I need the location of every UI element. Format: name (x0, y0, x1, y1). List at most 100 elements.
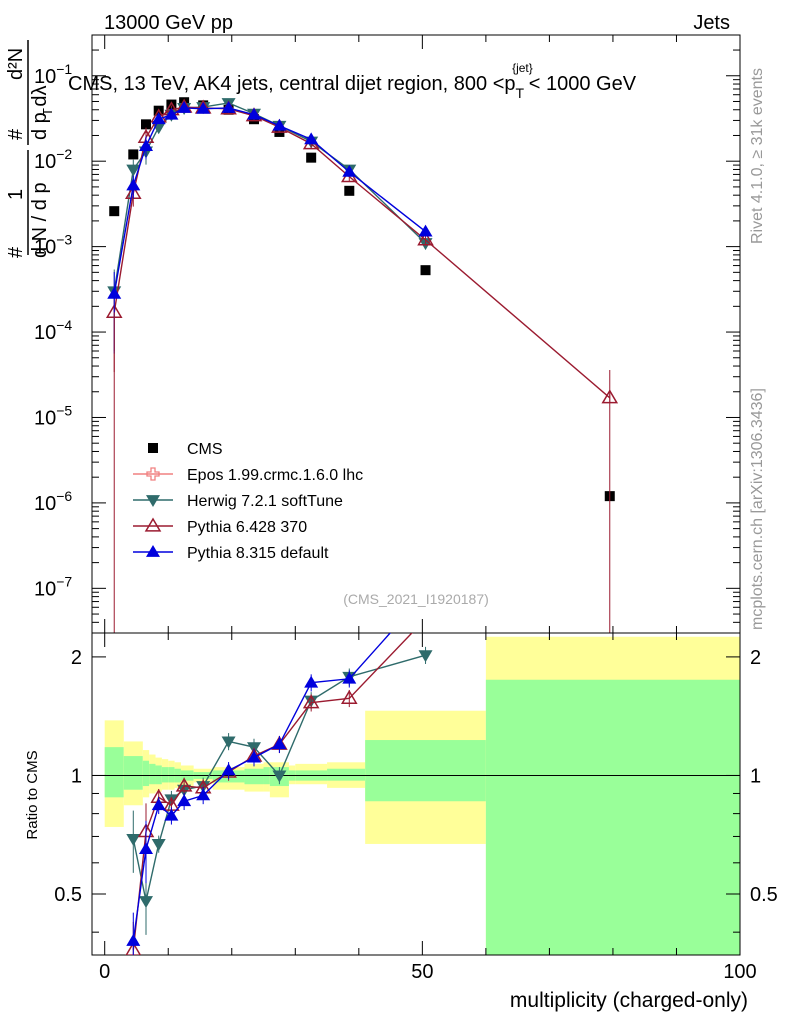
pythia-8-315-default-point (342, 164, 357, 177)
cms-point (109, 206, 120, 217)
pythia-8-315-default-ratio-point (164, 808, 179, 821)
pythia-8-315-default-point (107, 286, 122, 299)
main-ytick-label: 10−4 (34, 317, 72, 344)
pythia-8-315-default-point (221, 100, 236, 113)
pythia-8-315-default-point (196, 101, 211, 114)
pythia-8-315-default-ratio-point (139, 842, 153, 855)
ratio-band-green (244, 768, 264, 785)
herwig-7-2-1-softtune-ratio-point (151, 839, 166, 851)
main-ylabel-d2n: d²N (5, 48, 27, 80)
cms-point (306, 152, 317, 163)
legend-marker-pythia-8-315-default (146, 545, 160, 557)
pythia-8-315-default-point (272, 118, 287, 131)
pythia-6-428-370-line (113, 106, 611, 399)
pythia-8-315-default-ratio-point (221, 763, 236, 776)
main-ylabel-T: T (40, 108, 55, 116)
main-ytick-label: 10−2 (34, 146, 72, 173)
legend-label-cms: CMS (187, 441, 223, 458)
main-panel-frame (91, 34, 741, 634)
pythia-6-428-370-ratio-point (340, 689, 358, 704)
legend-label-pythia-6-428-370: Pythia 6.428 370 (187, 519, 307, 536)
ratio-band-green (168, 767, 175, 783)
analysis-id: (CMS_2021_I1920187) (343, 591, 489, 607)
main-ytick-label: 10−3 (34, 232, 72, 259)
legend-marker-herwig-7-2-1-softtune (146, 495, 160, 507)
x-tick-label: 0 (99, 961, 110, 983)
pythia-8-315-default-point (126, 178, 141, 191)
pythia-6-428-370-ratio-point (302, 694, 320, 709)
main-ylabel-numerator: 1 (5, 189, 27, 200)
pythia-8-315-default-point (304, 132, 319, 145)
x-tick-label: 50 (411, 961, 433, 983)
herwig-7-2-1-softtune-ratio-point (221, 736, 236, 749)
ratio-ytick-label-left: 1 (71, 765, 82, 787)
pythia-8-315-default-ratio-point (151, 798, 166, 811)
category-label: Jets (693, 12, 730, 34)
pythia-6-428-370-ratio-point (419, 612, 433, 624)
legend-marker-pythia-6-428-370 (144, 517, 162, 532)
ratio-band-green (104, 747, 124, 798)
x-tick-label: 100 (723, 961, 756, 983)
ratio-uncertainty-bands (92, 636, 740, 955)
cms-point (420, 265, 431, 276)
legend-label-epos-1-99-crmc-1-6-0-lhc: Epos 1.99.crmc.1.6.0 lhc (187, 467, 363, 484)
herwig-7-2-1-softtune-ratio-point (126, 834, 141, 846)
legend-label-pythia-8-315-default: Pythia 8.315 default (187, 545, 329, 562)
ratio-ytick-label-left: 2 (71, 647, 82, 669)
pythia-8-315-default-point (151, 112, 166, 125)
main-ylabel: # 1 d N / d p # d²N d p dλ T (5, 40, 55, 258)
legend-label-herwig-7-2-1-softtune: Herwig 7.2.1 softTune (187, 493, 343, 510)
main-ytick-label: 10−7 (34, 573, 72, 600)
legend-marker-cms (148, 443, 158, 453)
ratio-band-green (485, 679, 740, 955)
main-plot-area (105, 97, 619, 633)
legend-marker-epos-1-99-crmc-1-6-0-lhc-shape (146, 467, 160, 481)
pythia-8-315-default-ratio-point (342, 671, 357, 684)
main-ytick-label: 10−1 (34, 61, 72, 88)
pythia-8-315-default-point (164, 107, 179, 120)
cms-point (128, 149, 139, 160)
pythia-8-315-default-ratio-point (177, 794, 192, 807)
mcplots-site-label: mcplots.cern.ch [arXiv:1306.3436] (749, 388, 766, 630)
main-ylabel-denominator: d N / d p (29, 182, 51, 258)
main-ytick-label: 10−6 (34, 488, 72, 515)
pythia-8-315-default-ratio-point (126, 933, 141, 946)
pythia-8-315-default-ratio-point (196, 788, 211, 801)
ratio-band-green (365, 740, 486, 802)
pythia-8-315-default-ratio-point (247, 750, 261, 763)
herwig-7-2-1-softtune-line (113, 102, 427, 292)
herwig-7-2-1-softtune-ratio-point (139, 896, 153, 908)
ratio-panel-frame (91, 632, 741, 956)
pythia-8-315-default-point (177, 100, 192, 113)
ratio-ytick-label-left: 0.5 (54, 884, 82, 906)
main-ylabel-hash2: # (5, 128, 27, 140)
herwig-7-2-1-softtune-ratio-point (418, 650, 433, 663)
ratio-ytick-label-right: 1 (750, 765, 761, 787)
rivet-version-label: Rivet 4.1.0, ≥ 31k events (749, 68, 766, 244)
herwig-7-2-1-softtune-ratio-point (272, 770, 287, 783)
ratio-band-green (149, 763, 156, 785)
cms-point (141, 119, 151, 130)
pythia-8-315-default-ratio-line (132, 633, 392, 942)
pythia-8-315-default-ratio-point (272, 737, 287, 750)
pythia-8-315-default-point (247, 107, 261, 120)
pythia-8-315-default-point (418, 224, 433, 237)
pythia-8-315-default-ratio-point (304, 675, 319, 688)
main-axis-ticks: 10−7 10−6 10−5 10−4 10−3 10−2 10−1 (34, 35, 741, 634)
x-axis-label: multiplicity (charged-only) (510, 989, 748, 1012)
pythia-6-428-370-point (417, 231, 434, 246)
plot-title: CMS, 13 TeV, AK4 jets, central dijet reg… (68, 61, 637, 101)
main-ylabel-hash: # (5, 246, 27, 258)
ratio-axis-ticks: 0.5 0.5 1 1 2 2 0 50 100 (54, 633, 778, 983)
ratio-band-green (327, 768, 366, 781)
ratio-band-green (155, 765, 162, 785)
ratio-ylabel: Ratio to CMS (24, 750, 41, 839)
energy-label: 13000 GeV pp (104, 12, 233, 34)
ratio-band-green (161, 767, 169, 783)
legend: CMS Epos 1.99.crmc.1.6.0 lhc Herwig 7.2.1 … (133, 441, 363, 562)
herwig-7-2-1-softtune-point (126, 164, 141, 177)
ratio-plot-area (125, 612, 433, 955)
ratio-ytick-label-right: 0.5 (750, 884, 778, 906)
cms-point (344, 185, 355, 196)
